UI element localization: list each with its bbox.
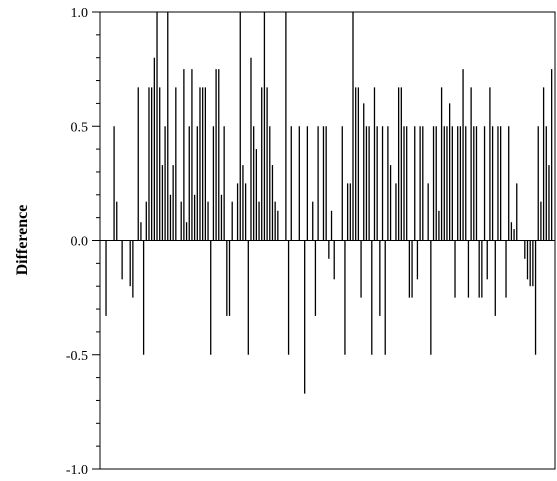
y-tick-label: 0.5: [71, 120, 89, 135]
y-tick-label: 1.0: [71, 6, 89, 21]
y-tick-label: -1.0: [66, 463, 88, 478]
bars-group: [105, 12, 553, 394]
y-tick-label: -0.5: [66, 349, 88, 364]
y-axis-title: Difference: [14, 205, 31, 276]
y-tick-label: 0.0: [71, 235, 89, 250]
y-axis: -1.0 -0.5 0.0 0.5 1.0: [66, 6, 100, 478]
